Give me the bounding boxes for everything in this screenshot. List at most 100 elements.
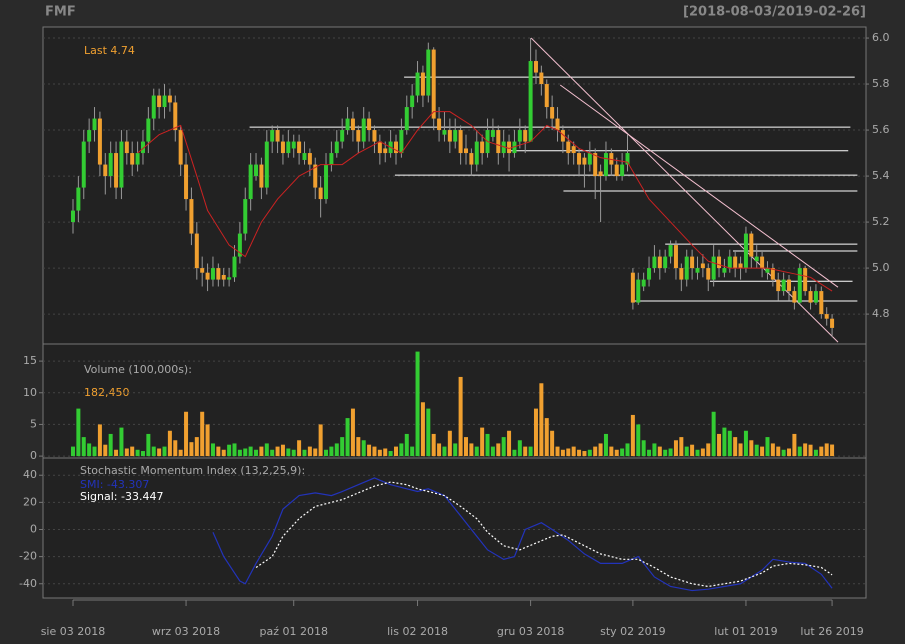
candle-body (668, 245, 673, 257)
candle-body (507, 141, 512, 154)
candle-body (490, 130, 495, 137)
candle-body (733, 256, 738, 269)
y-tick-label: 6.0 (872, 31, 890, 44)
volume-bar (743, 430, 748, 457)
volume-bar (318, 424, 323, 457)
y-tick-label: 5.6 (872, 123, 890, 136)
candle-body (216, 268, 221, 280)
volume-bar (232, 443, 237, 457)
volume-bar (103, 444, 108, 457)
volume-bar (135, 449, 140, 457)
candle-body (291, 141, 296, 149)
candle-body (442, 130, 447, 135)
candle-body (566, 141, 571, 154)
volume-bar (813, 449, 818, 457)
volume-last: 182,450 (84, 386, 130, 399)
volume-bar (533, 408, 538, 457)
volume-bar (291, 449, 296, 457)
volume-bar (87, 443, 92, 457)
price-panel (42, 26, 867, 345)
volume-bar (630, 414, 635, 457)
candle-body (221, 274, 226, 280)
volume-bar (523, 446, 528, 457)
candle-body (119, 141, 124, 188)
candle-body (679, 268, 684, 280)
candle-body (787, 279, 792, 292)
volume-bar (722, 427, 727, 457)
volume-bar (367, 444, 372, 457)
candle-body (544, 84, 549, 108)
volume-bar (797, 446, 802, 457)
candle-body (657, 256, 662, 269)
volume-bar (146, 433, 151, 457)
candle-body (280, 141, 285, 154)
volume-bar (469, 443, 474, 457)
candle-body (647, 268, 652, 280)
y-tick-label: 5.0 (872, 261, 890, 274)
candle-body (426, 49, 431, 96)
volume-bar (668, 448, 673, 457)
volume-bar (442, 446, 447, 457)
volume-bar (184, 411, 189, 457)
candle-body (140, 141, 145, 154)
volume-bar (377, 449, 382, 457)
volume-bar (243, 448, 248, 457)
candle-body (194, 233, 199, 269)
smi-line (255, 481, 833, 588)
volume-bar (447, 430, 452, 457)
volume-bar (70, 446, 75, 457)
candle-body (173, 102, 178, 131)
candle-body (577, 153, 582, 165)
volume-bar (571, 446, 576, 457)
candle-body (609, 153, 614, 165)
volume-bar (350, 408, 355, 457)
volume-bar (194, 437, 199, 457)
volume-bar (566, 448, 571, 457)
candle-body (184, 164, 189, 200)
candle-body (463, 148, 468, 154)
volume-bar (539, 383, 544, 457)
volume-bar (733, 437, 738, 457)
candle-body (248, 164, 253, 200)
candle-body (528, 61, 533, 142)
candle-body (404, 107, 409, 131)
candle-body (87, 130, 92, 142)
candle-body (146, 118, 151, 142)
volume-bar (394, 446, 399, 457)
volume-bar (512, 449, 517, 457)
candle-body (458, 130, 463, 154)
volume-bar (383, 448, 388, 457)
volume-bar (582, 451, 587, 457)
volume-bar (700, 448, 705, 457)
candle-body (690, 256, 695, 269)
candle-body (555, 118, 560, 131)
candle-body (297, 141, 302, 154)
volume-bar (706, 443, 711, 457)
volume-bar (598, 443, 603, 457)
volume-bar (200, 411, 205, 457)
y-tick-label: 5 (30, 417, 37, 430)
candle-body (307, 153, 312, 165)
candle-body (824, 314, 829, 319)
candle-body (501, 141, 506, 154)
volume-bar (178, 449, 183, 457)
volume-bar (727, 430, 732, 457)
candle-body (706, 268, 711, 280)
volume-bar (690, 444, 695, 457)
candle-body (227, 277, 232, 280)
candle-body (808, 291, 813, 303)
candle-body (394, 141, 399, 154)
volume-bar (684, 446, 689, 457)
volume-bar (140, 451, 145, 457)
volume-bar (824, 443, 829, 457)
volume-bar (657, 446, 662, 457)
candle-body (340, 130, 345, 142)
volume-bar (420, 402, 425, 457)
y-tick-label: 5.4 (872, 169, 890, 182)
volume-bar (275, 446, 280, 457)
candle-body (523, 130, 528, 142)
volume-bar (528, 446, 533, 457)
volume-bar (517, 440, 522, 457)
candle-body (97, 118, 102, 165)
volume-bar (695, 449, 700, 457)
